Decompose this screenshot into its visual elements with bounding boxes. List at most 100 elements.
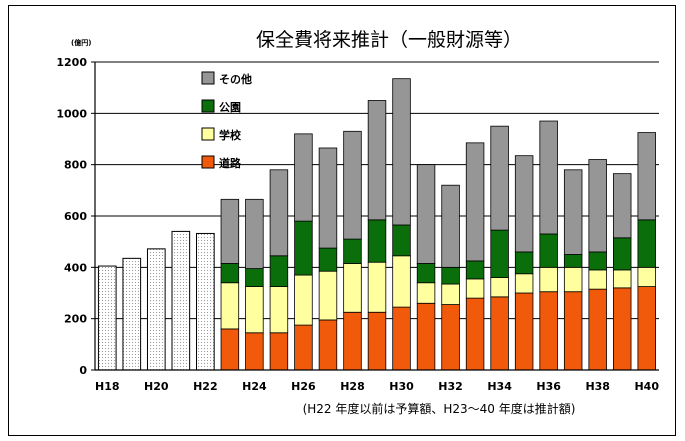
- bar-segment-道路-H25: [269, 332, 289, 371]
- bar-segment-道路-H23: [220, 328, 240, 371]
- bar-segment-その他-H36: [539, 120, 558, 235]
- x-tick-label-H34: H34: [487, 380, 512, 393]
- bar-segment-その他-H35: [514, 155, 534, 253]
- x-tick-label-H18: H18: [95, 380, 120, 393]
- bar-segment-学校-H32: [441, 283, 460, 305]
- bar-segment-道路-H38: [588, 288, 607, 371]
- bar-segment-道路-H39: [612, 287, 632, 371]
- y-tick-label-600: 600: [64, 210, 87, 223]
- y-tick-label-1200: 1200: [56, 56, 87, 69]
- bar-segment-その他-H25: [269, 169, 289, 257]
- bar-segment-その他-H24: [245, 198, 264, 270]
- y-tick-label-0: 0: [79, 364, 87, 377]
- bar-segment-学校-H39: [612, 269, 632, 289]
- bar-segment-学校-H25: [269, 286, 289, 334]
- chart: 保全費将来推計（一般財源等） (億円) 0 200 400 600 800 1000 120…: [56, 29, 659, 416]
- bar-segment-公園-H23: [220, 263, 240, 284]
- bar-segment-学校-H26: [294, 274, 313, 326]
- legend-label-その他: その他: [219, 72, 252, 86]
- unit-label: (億円): [71, 38, 91, 47]
- bar-segment-道路-H36: [539, 291, 558, 371]
- bar-segment-道路-H32: [441, 304, 460, 371]
- bar-segment-公園-H24: [245, 268, 264, 287]
- bar-segment-公園-H32: [441, 266, 460, 285]
- y-tick-label-1000: 1000: [56, 107, 87, 120]
- bar-segment-学校-H33: [465, 278, 485, 299]
- x-tick-label-H22: H22: [193, 380, 218, 393]
- bar-segment-学校-H34: [490, 277, 509, 298]
- bar-segment-その他-H33: [465, 142, 485, 262]
- y-ticks: 0 200 400 600 800 1000 1200: [56, 56, 87, 377]
- bar-segment-その他-H38: [588, 159, 607, 253]
- bar-segment-学校-H27: [318, 270, 338, 321]
- bar-budget-H19: [122, 257, 142, 371]
- bar-segment-学校-H40: [637, 266, 656, 287]
- bar-segment-道路-H33: [465, 297, 485, 371]
- bar-segment-道路-H26: [294, 324, 313, 371]
- bar-segment-学校-H30: [392, 255, 411, 308]
- x-tick-label-H28: H28: [340, 380, 365, 393]
- legend-label-学校: 学校: [219, 128, 242, 142]
- bar-segment-公園-H30: [392, 224, 411, 257]
- bar-segment-公園-H27: [318, 247, 338, 272]
- bar-segment-道路-H31: [416, 302, 436, 371]
- bar-segment-道路-H30: [392, 306, 411, 371]
- legend-label-公園: 公園: [219, 101, 241, 114]
- legend-label-道路: 道路: [219, 156, 242, 170]
- bar-segment-公園-H33: [465, 260, 485, 280]
- bar-segment-道路-H28: [343, 311, 362, 371]
- y-tick-label-400: 400: [64, 261, 87, 274]
- x-tick-label-H38: H38: [585, 380, 610, 393]
- bar-budget-H20: [146, 248, 166, 371]
- bar-segment-その他-H40: [637, 132, 656, 221]
- bar-segment-道路-H34: [490, 296, 509, 371]
- bar-segment-その他-H39: [612, 173, 632, 239]
- bar-segment-公園-H25: [269, 255, 289, 287]
- bar-segment-公園-H39: [612, 237, 632, 271]
- bar-segment-学校-H36: [539, 266, 558, 293]
- bar-segment-その他-H37: [563, 169, 583, 255]
- bar-segment-道路-H40: [637, 286, 656, 371]
- bar-segment-公園-H29: [367, 219, 387, 263]
- legend-swatch-道路: [201, 155, 215, 169]
- bar-segment-学校-H29: [367, 261, 387, 313]
- x-tick-label-H20: H20: [144, 380, 169, 393]
- x-tick-label-H30: H30: [389, 380, 414, 393]
- legend-swatch-学校: [201, 127, 215, 141]
- bar-segment-公園-H34: [490, 229, 509, 279]
- bar-segment-公園-H36: [539, 233, 558, 268]
- bar-segment-その他-H28: [343, 130, 362, 240]
- bar-segment-その他-H31: [416, 164, 436, 264]
- bar-segment-その他-H34: [490, 125, 509, 231]
- bar-segment-その他-H30: [392, 78, 411, 226]
- bar-segment-公園-H26: [294, 220, 313, 276]
- chart-frame: 保全費将来推計（一般財源等） (億円) 0 200 400 600 800 1000 120…: [8, 5, 676, 436]
- y-tick-label-200: 200: [64, 313, 87, 326]
- bar-segment-道路-H27: [318, 319, 338, 371]
- y-tick-label-800: 800: [64, 159, 87, 172]
- bar-budget-H22: [196, 232, 215, 371]
- x-tick-label-H32: H32: [438, 380, 463, 393]
- bar-segment-公園-H31: [416, 263, 436, 284]
- bar-segment-その他-H23: [220, 198, 240, 264]
- bar-segment-公園-H40: [637, 219, 656, 268]
- bar-segment-学校-H24: [245, 286, 264, 334]
- legend-swatch-公園: [201, 99, 215, 113]
- bar-segment-学校-H38: [588, 269, 607, 290]
- bar-segment-公園-H38: [588, 251, 607, 271]
- bar-segment-その他-H27: [318, 147, 338, 249]
- chart-note: (H22 年度以前は予算額、H23～40 年度は推計額): [303, 401, 576, 416]
- bar-segment-道路-H29: [367, 311, 387, 371]
- chart-title: 保全費将来推計（一般財源等）: [256, 29, 522, 51]
- bar-segment-学校-H35: [514, 273, 534, 294]
- bar-segment-その他-H29: [367, 100, 387, 221]
- bars: [97, 78, 656, 371]
- x-tick-label-H40: H40: [634, 380, 659, 393]
- bar-segment-学校-H23: [220, 282, 240, 330]
- bar-segment-その他-H26: [294, 133, 313, 222]
- bar-segment-公園-H37: [563, 254, 583, 268]
- bar-segment-道路-H24: [245, 332, 264, 371]
- bar-budget-H21: [171, 230, 191, 371]
- bar-budget-H18: [97, 265, 117, 371]
- axes: [91, 61, 659, 371]
